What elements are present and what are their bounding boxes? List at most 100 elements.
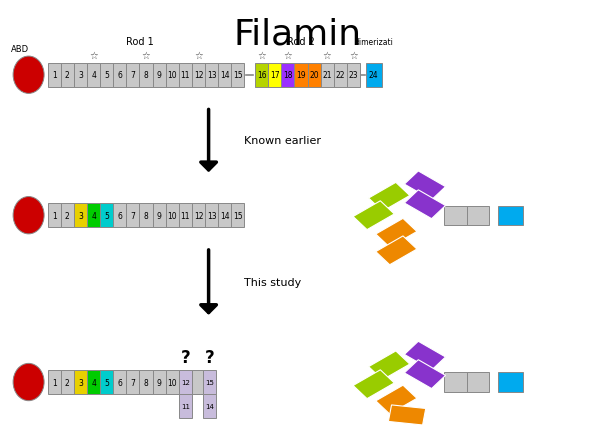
Text: 5: 5 [104,211,109,220]
Bar [498,372,523,392]
Bar [87,204,100,228]
Text: 2: 2 [65,378,70,387]
Text: Known earlier: Known earlier [244,136,321,146]
Bar [255,64,268,88]
Text: 19: 19 [296,71,306,80]
Bar [139,370,153,394]
Bar [74,64,87,88]
Bar [153,64,166,88]
Polygon shape [404,191,446,219]
Text: ☆: ☆ [194,51,203,60]
Text: 8: 8 [144,211,148,220]
Bar [498,206,523,226]
Text: ☆: ☆ [257,51,266,60]
Bar [166,64,179,88]
Text: 9: 9 [157,211,162,220]
Bar [268,64,281,88]
Bar [113,64,126,88]
Text: 11: 11 [181,403,190,409]
Text: 1: 1 [52,71,57,80]
Text: 3: 3 [78,71,83,80]
Text: 10: 10 [167,211,177,220]
Text: 20: 20 [309,71,319,80]
Bar [153,370,166,394]
Bar [444,206,467,226]
Text: 12: 12 [181,379,190,385]
Bar [334,64,347,88]
Text: 14: 14 [220,71,229,80]
Text: This study: This study [244,278,302,287]
Bar [218,204,231,228]
Polygon shape [375,385,417,414]
Bar [205,204,218,228]
Bar [126,370,139,394]
Text: 14: 14 [220,211,229,220]
Text: 13: 13 [207,211,216,220]
Bar [126,204,139,228]
Text: 1: 1 [52,211,57,220]
Text: 7: 7 [131,71,135,80]
Text: 23: 23 [349,71,358,80]
Bar [231,64,244,88]
Text: ABD: ABD [11,45,29,54]
Text: dimerizati: dimerizati [355,38,393,47]
Bar [203,370,216,394]
Bar [139,204,153,228]
Polygon shape [353,201,395,230]
Text: 21: 21 [322,71,332,80]
Text: 3: 3 [78,211,83,220]
Text: ☆: ☆ [142,51,150,60]
Bar [179,370,192,394]
Bar [87,64,100,88]
Text: 18: 18 [283,71,293,80]
Bar [192,64,205,88]
Text: 4: 4 [91,211,96,220]
Text: 6: 6 [117,211,122,220]
Polygon shape [375,219,417,247]
Bar [126,64,139,88]
Bar [192,204,205,228]
Polygon shape [368,183,410,212]
Bar [192,370,203,394]
Text: 22: 22 [336,71,345,80]
Bar [48,204,61,228]
Bar [100,204,113,228]
Text: Filamin: Filamin [234,18,362,51]
Bar [308,64,321,88]
Bar [166,204,179,228]
Bar [347,64,360,88]
Bar [74,370,87,394]
Text: 8: 8 [144,71,148,80]
Text: 9: 9 [157,71,162,80]
Polygon shape [404,360,446,389]
Text: ☆: ☆ [323,51,331,60]
Text: Rod 1: Rod 1 [126,37,153,47]
Text: 8: 8 [144,378,148,387]
Text: 2: 2 [65,71,70,80]
Polygon shape [404,172,446,200]
Polygon shape [353,370,395,399]
Bar [366,64,381,88]
Text: 11: 11 [181,211,190,220]
Bar [61,64,74,88]
Bar [153,204,166,228]
Text: 4: 4 [91,378,96,387]
Text: 16: 16 [257,71,266,80]
Text: 9: 9 [157,378,162,387]
Bar [294,64,308,88]
Text: 24: 24 [369,71,378,80]
Text: 15: 15 [205,379,213,385]
Text: 5: 5 [104,71,109,80]
Polygon shape [404,342,446,370]
Ellipse shape [13,364,44,401]
Bar [281,64,294,88]
Bar [139,64,153,88]
Text: 3: 3 [78,378,83,387]
Text: 12: 12 [194,211,203,220]
Text: 2: 2 [65,211,70,220]
Bar [113,204,126,228]
Bar [61,370,74,394]
Text: 4: 4 [91,71,96,80]
Bar [61,204,74,228]
Bar [113,370,126,394]
